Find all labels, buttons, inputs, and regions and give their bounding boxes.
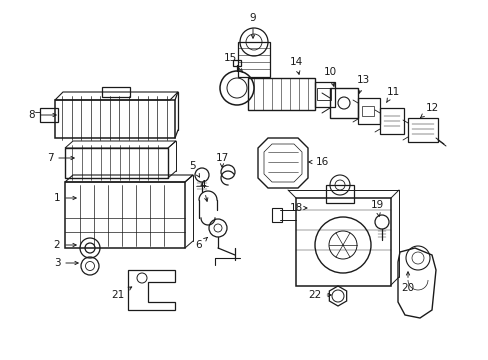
Bar xyxy=(361,106,373,116)
Text: 21: 21 xyxy=(111,287,131,300)
Bar xyxy=(232,60,241,66)
Bar xyxy=(102,87,130,97)
Text: 3: 3 xyxy=(54,258,78,268)
Text: 8: 8 xyxy=(29,110,56,120)
Text: 16: 16 xyxy=(308,157,328,167)
Text: 1: 1 xyxy=(54,193,76,203)
Text: 9: 9 xyxy=(249,13,256,38)
Bar xyxy=(316,88,330,100)
Text: 18: 18 xyxy=(289,203,306,213)
Text: 12: 12 xyxy=(420,103,438,118)
Text: 13: 13 xyxy=(356,75,369,93)
Text: 19: 19 xyxy=(369,200,383,216)
Bar xyxy=(325,185,353,203)
Text: 7: 7 xyxy=(46,153,74,163)
Text: 15: 15 xyxy=(223,53,242,72)
Text: 5: 5 xyxy=(189,161,199,177)
Text: 2: 2 xyxy=(54,240,76,250)
Text: 6: 6 xyxy=(195,237,207,250)
Text: 11: 11 xyxy=(386,87,399,102)
Bar xyxy=(271,208,282,222)
Text: 10: 10 xyxy=(323,67,336,86)
Text: 22: 22 xyxy=(308,290,330,300)
Bar xyxy=(40,108,58,122)
Text: 4: 4 xyxy=(199,180,207,201)
Text: 20: 20 xyxy=(401,272,414,293)
Text: 17: 17 xyxy=(215,153,228,167)
Text: 14: 14 xyxy=(289,57,302,74)
Bar xyxy=(238,42,269,77)
Bar xyxy=(295,198,390,286)
